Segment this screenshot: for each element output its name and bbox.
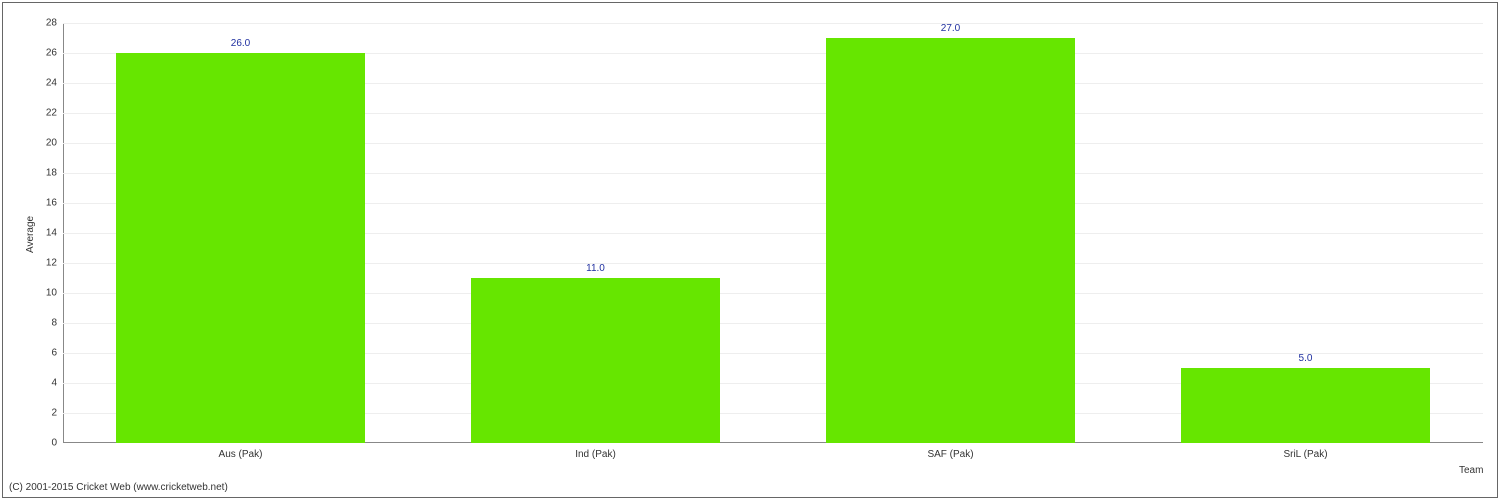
y-tick-label: 8 [51, 318, 63, 329]
y-tick-label: 6 [51, 348, 63, 359]
y-tick-label: 16 [46, 198, 63, 209]
y-tick-label: 0 [51, 438, 63, 449]
y-tick-label: 10 [46, 288, 63, 299]
bar-value-label: 11.0 [586, 263, 605, 278]
y-tick-label: 2 [51, 408, 63, 419]
copyright-text: (C) 2001-2015 Cricket Web (www.cricketwe… [9, 482, 228, 493]
bar-value-label: 26.0 [231, 38, 250, 53]
y-axis-title: Average [25, 216, 36, 253]
y-tick-label: 18 [46, 168, 63, 179]
y-tick-label: 24 [46, 78, 63, 89]
bar [471, 278, 720, 443]
y-tick-label: 4 [51, 378, 63, 389]
x-axis-title: Team [1459, 465, 1483, 476]
y-tick-label: 26 [46, 48, 63, 59]
y-tick-label: 28 [46, 18, 63, 29]
bar-value-label: 27.0 [941, 23, 960, 38]
bar-value-label: 5.0 [1299, 353, 1313, 368]
x-tick-label: Ind (Pak) [575, 443, 616, 460]
x-tick-label: SriL (Pak) [1283, 443, 1327, 460]
plot-area: 024681012141618202224262826.0Aus (Pak)11… [63, 23, 1483, 443]
y-tick-label: 12 [46, 258, 63, 269]
y-tick-label: 14 [46, 228, 63, 239]
y-tick-label: 20 [46, 138, 63, 149]
y-tick-label: 22 [46, 108, 63, 119]
gridline [63, 23, 1483, 24]
bar [826, 38, 1075, 443]
chart-frame: 024681012141618202224262826.0Aus (Pak)11… [2, 2, 1498, 498]
bar [116, 53, 365, 443]
x-tick-label: Aus (Pak) [219, 443, 263, 460]
x-tick-label: SAF (Pak) [927, 443, 973, 460]
bar [1181, 368, 1430, 443]
